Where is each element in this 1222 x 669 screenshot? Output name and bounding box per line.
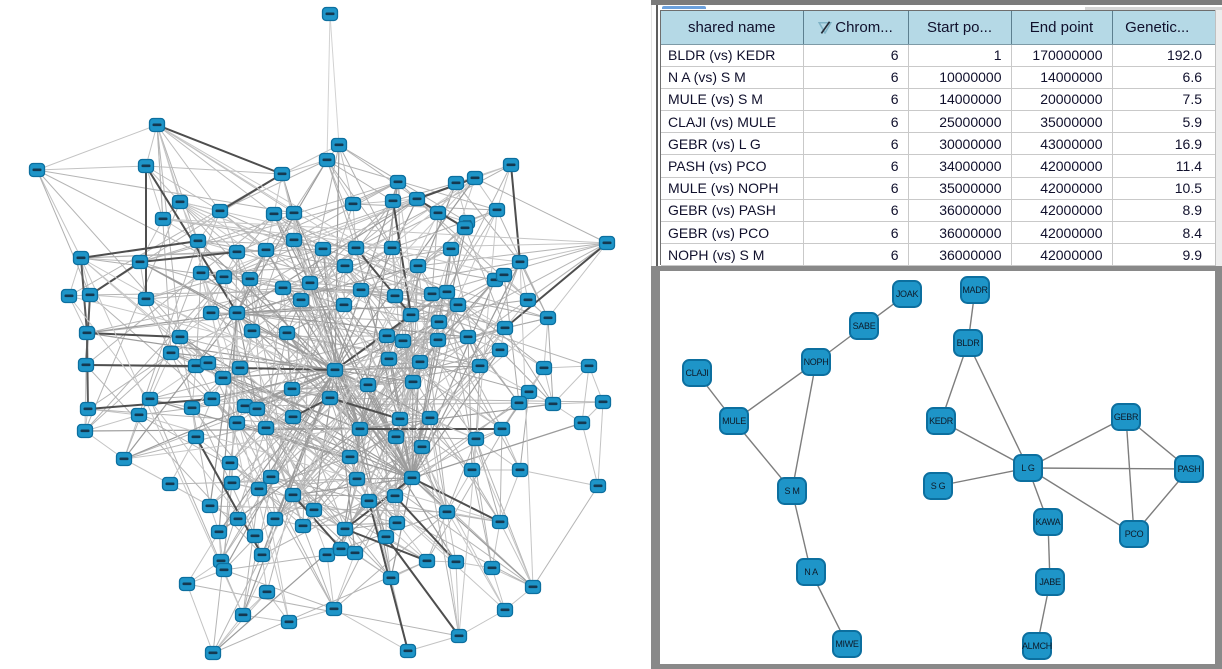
- svg-text:SABE: SABE: [853, 321, 876, 331]
- svg-text:BLDR: BLDR: [957, 338, 981, 348]
- svg-text:ALMCH: ALMCH: [1022, 641, 1052, 651]
- svg-text:KAWA: KAWA: [1036, 517, 1061, 527]
- svg-text:JABE: JABE: [1039, 577, 1061, 587]
- svg-text:CLAJI: CLAJI: [685, 368, 708, 378]
- svg-text:GEBR: GEBR: [1114, 412, 1139, 422]
- svg-text:L G: L G: [1021, 463, 1035, 473]
- svg-text:JOAK: JOAK: [896, 289, 919, 299]
- svg-text:NOPH: NOPH: [804, 357, 829, 367]
- svg-text:MIWE: MIWE: [835, 639, 859, 649]
- svg-text:MULE: MULE: [722, 416, 746, 426]
- svg-text:S G: S G: [931, 481, 946, 491]
- svg-text:S M: S M: [784, 486, 799, 496]
- svg-text:MADR: MADR: [962, 285, 988, 295]
- svg-text:PCO: PCO: [1125, 529, 1144, 539]
- svg-text:N A: N A: [804, 567, 818, 577]
- svg-text:PASH: PASH: [1178, 464, 1201, 474]
- svg-text:KEDR: KEDR: [929, 416, 954, 426]
